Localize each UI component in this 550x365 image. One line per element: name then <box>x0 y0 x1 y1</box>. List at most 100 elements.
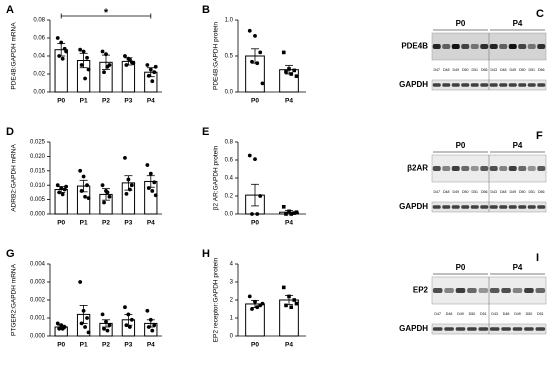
data-point <box>146 186 151 190</box>
data-point <box>55 36 60 40</box>
data-point <box>250 212 254 216</box>
data-point <box>86 196 91 201</box>
data-point <box>145 63 150 67</box>
data-point <box>284 212 288 216</box>
data-point <box>294 210 299 214</box>
blot-band <box>508 83 517 87</box>
y-tick-label: 0.0 <box>225 212 234 218</box>
y-tick-label: 0.02 <box>33 72 45 78</box>
y-tick-label: 0.015 <box>30 168 46 174</box>
x-tick-label: P0 <box>251 98 259 105</box>
lane-label: D56 <box>481 68 488 72</box>
y-axis-label: PTGER2:GAPDH mRNA <box>11 263 18 336</box>
data-point <box>294 301 299 306</box>
lane-label: D51 <box>528 190 535 194</box>
data-point <box>247 153 252 158</box>
y-tick-label: 0.8 <box>225 140 234 146</box>
y-tick-label: 0.010 <box>30 183 46 189</box>
data-point <box>85 316 89 320</box>
data-point <box>107 323 112 328</box>
blot-target-label: EP2 <box>413 286 429 295</box>
panel-letter: F <box>536 130 543 142</box>
blot-group-label: P0 <box>456 263 466 272</box>
data-point <box>247 294 252 299</box>
blot-band <box>451 205 460 209</box>
blot-band <box>470 44 479 49</box>
blot-band <box>480 166 489 171</box>
blot-band <box>451 166 460 171</box>
data-point <box>85 55 89 60</box>
data-point <box>123 54 127 58</box>
y-tick-label: 0.08 <box>33 18 45 24</box>
data-point <box>258 50 263 55</box>
data-point <box>83 76 87 81</box>
data-point <box>57 326 62 331</box>
blot-band <box>535 327 546 331</box>
data-point <box>153 193 158 198</box>
blot-band <box>489 288 500 293</box>
data-point <box>86 67 91 72</box>
lane-label: D47 <box>433 190 440 194</box>
blot-target-label: β2AR <box>407 164 428 173</box>
lane-label: D56 <box>481 190 488 194</box>
blot-band <box>480 44 489 49</box>
data-point <box>105 328 110 333</box>
y-tick-label: 1.0 <box>225 18 234 24</box>
data-point <box>81 174 86 179</box>
x-tick-label: P3 <box>124 220 132 227</box>
y-tick-label: 0.001 <box>30 316 46 322</box>
data-point <box>100 49 105 54</box>
data-point <box>107 194 112 199</box>
blot-band <box>432 327 443 331</box>
blot-band <box>444 288 454 293</box>
blot-band <box>499 44 508 49</box>
x-tick-label: P4 <box>285 342 293 349</box>
y-tick-label: 0.00 <box>33 90 45 96</box>
panel-letter: C <box>536 8 544 20</box>
y-tick-label: 0.4 <box>225 176 234 182</box>
y-tick-label: 4 <box>230 262 234 268</box>
x-tick-label: P0 <box>251 342 259 349</box>
lane-label: D51 <box>528 68 535 72</box>
blot-band <box>432 166 441 171</box>
lane-label: D50 <box>526 312 533 316</box>
y-tick-label: 0.5 <box>225 54 234 60</box>
lane-label: D49 <box>457 312 464 316</box>
x-tick-label: P2 <box>102 220 110 227</box>
panel-letter: B <box>202 4 210 16</box>
blot-band <box>489 327 500 331</box>
blot-band <box>470 205 479 209</box>
data-point <box>81 49 86 54</box>
data-point <box>127 325 132 329</box>
y-tick-label: 0.005 <box>30 197 46 203</box>
data-point <box>123 155 127 160</box>
error-bar <box>251 183 259 207</box>
y-tick-label: 3 <box>230 280 234 286</box>
x-tick-label: P2 <box>102 98 110 105</box>
blot-band <box>461 205 470 209</box>
blot-band <box>432 83 441 87</box>
blot-band <box>455 327 466 331</box>
blot-band <box>489 83 498 87</box>
blot-band <box>489 205 498 209</box>
lane-label: D48 <box>443 190 450 194</box>
data-point <box>127 187 132 192</box>
y-tick-label: 0.0 <box>225 90 234 96</box>
blot-band <box>537 166 546 171</box>
data-point <box>124 63 129 67</box>
blot-band <box>527 83 536 87</box>
data-point <box>100 312 105 317</box>
y-axis-label: PDE4B:GAPDH protein <box>213 22 220 90</box>
blot-band <box>508 166 517 171</box>
lane-label: D50 <box>462 190 469 194</box>
data-point <box>104 52 108 57</box>
lane-label: D48 <box>446 312 453 316</box>
blot-band <box>442 166 451 171</box>
blot-band <box>512 288 523 293</box>
data-point <box>79 321 84 326</box>
blot-band <box>444 327 454 331</box>
bar <box>54 189 68 215</box>
data-point <box>281 285 286 290</box>
data-point <box>145 308 150 313</box>
y-axis-label: EP2 receptor:GAPDH protein <box>213 257 220 342</box>
